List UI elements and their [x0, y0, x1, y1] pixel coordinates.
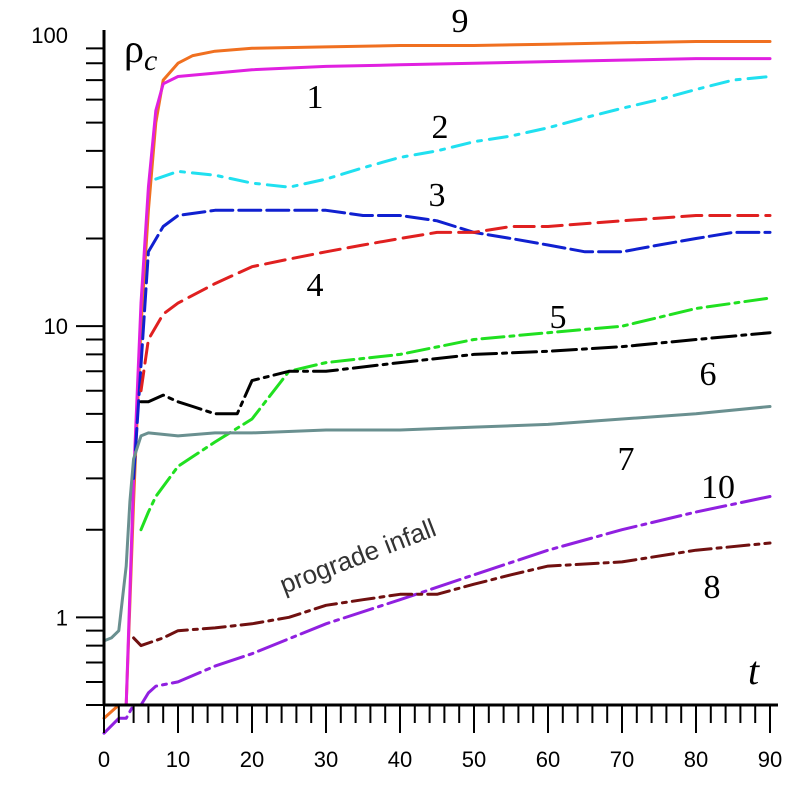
y-axis-title-sub: c	[144, 44, 157, 77]
x-tick-label: 50	[462, 747, 486, 772]
y-tick-label: 1	[56, 605, 68, 630]
x-tick-label: 90	[758, 747, 782, 772]
series-line-5	[139, 296, 772, 532]
x-tick-label: 60	[536, 747, 560, 772]
series-line-1	[124, 57, 772, 707]
y-tick-label: 100	[31, 23, 68, 48]
x-tick-label: 40	[388, 747, 412, 772]
curve-label-1: 1	[307, 79, 324, 116]
x-axis-title: t	[748, 648, 760, 693]
series-line-6	[139, 331, 772, 416]
curve-label-6: 6	[700, 356, 717, 393]
series-line-4	[139, 214, 772, 393]
x-tick-label: 80	[684, 747, 708, 772]
curve-label-8: 8	[704, 569, 721, 606]
x-tick-label: 30	[314, 747, 338, 772]
curve-label-9: 9	[452, 3, 469, 40]
series-line-8	[132, 541, 772, 648]
curve-label-5: 5	[550, 299, 567, 336]
curves-layer	[102, 40, 772, 735]
series-line-2	[154, 75, 772, 189]
annotation-prograde-infall: prograde infall	[275, 513, 440, 600]
y-axis-title: ρc	[124, 26, 157, 77]
x-tick-label: 20	[240, 747, 264, 772]
curve-label-4: 4	[307, 267, 324, 304]
x-tick-label: 0	[98, 747, 110, 772]
series-line-10	[102, 495, 772, 735]
x-tick-label: 10	[166, 747, 190, 772]
y-tick-label: 10	[44, 314, 68, 339]
labels-layer: ρc t 9 1 2 3 4 5 6 7 10 8 prograde infall	[124, 3, 760, 693]
y-axis-title-main: ρ	[124, 26, 144, 71]
axes-layer: 0 10 20 30 40 50 60 70 80 90 1 10 100	[31, 23, 782, 772]
x-tick-label: 70	[610, 747, 634, 772]
curve-label-3: 3	[429, 177, 446, 214]
series-line-3	[132, 208, 772, 480]
curve-label-10: 10	[701, 469, 735, 506]
curve-label-7: 7	[618, 441, 635, 478]
curve-label-2: 2	[432, 109, 449, 146]
series-line-7	[102, 405, 772, 643]
